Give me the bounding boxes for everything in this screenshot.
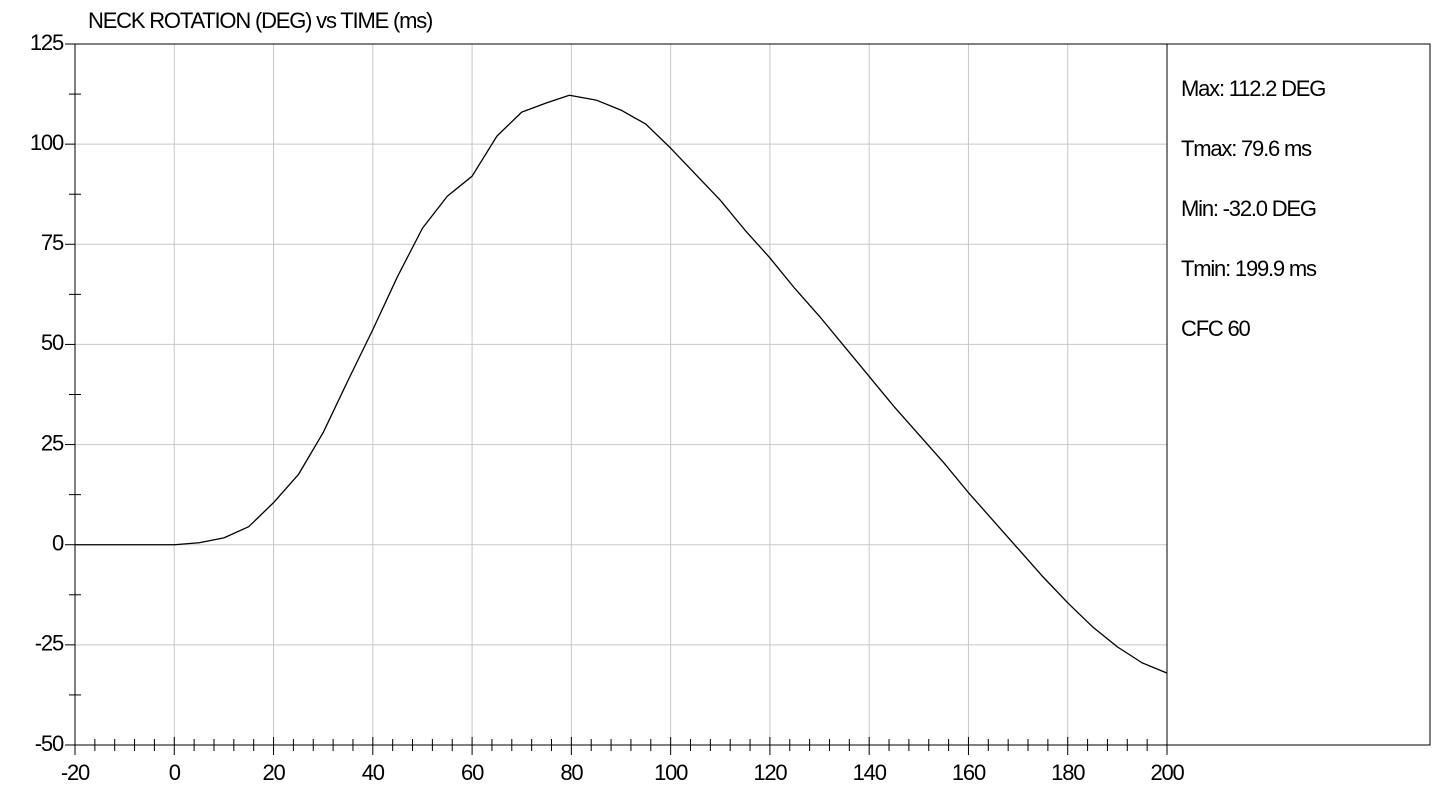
x-tick-label: 100: [654, 760, 688, 785]
y-tick-label: -25: [35, 631, 64, 656]
x-tick-label: 120: [753, 760, 787, 785]
annotation: Max: 112.2 DEG: [1181, 76, 1325, 101]
x-tick-label: 20: [263, 760, 286, 785]
y-tick-label: 125: [30, 30, 64, 55]
plot-frame: [74, 43, 1168, 746]
y-tick-label: 100: [30, 130, 64, 155]
info-panel: [1166, 43, 1431, 746]
y-tick-label: 25: [41, 430, 64, 455]
x-tick-label: 140: [853, 760, 887, 785]
x-tick-label: 0: [169, 760, 181, 785]
annotation: Min: -32.0 DEG: [1181, 196, 1316, 221]
annotation: CFC 60: [1181, 316, 1251, 341]
y-tick-label: 0: [52, 531, 64, 556]
y-tick-label: -50: [35, 731, 64, 756]
chart-title: NECK ROTATION (DEG) vs TIME (ms): [88, 8, 432, 33]
x-tick-label: 200: [1150, 760, 1184, 785]
y-tick-label: 75: [41, 230, 64, 255]
x-tick-label: -20: [61, 760, 90, 785]
x-tick-label: 80: [560, 760, 583, 785]
x-tick-label: 180: [1051, 760, 1085, 785]
annotation: Tmin: 199.9 ms: [1181, 256, 1317, 281]
data-line: [75, 94, 1167, 674]
annotation: Tmax: 79.6 ms: [1181, 136, 1312, 161]
y-tick-label: 50: [41, 330, 64, 355]
x-tick-label: 160: [952, 760, 986, 785]
x-tick-label: 40: [362, 760, 385, 785]
x-tick-label: 60: [461, 760, 484, 785]
